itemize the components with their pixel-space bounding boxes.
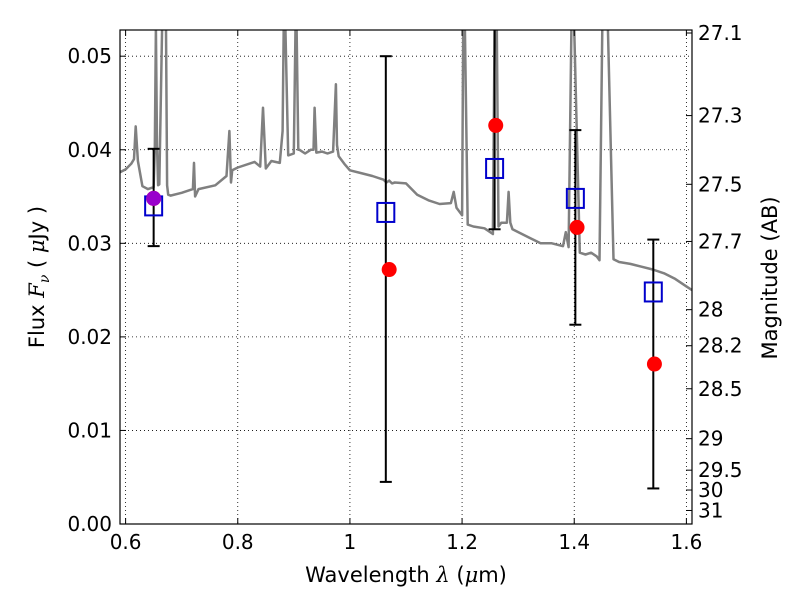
x-axis-label: Wavelength λ (μm) bbox=[305, 563, 507, 587]
y2-tick-label: 28.2 bbox=[698, 334, 743, 358]
y-tick-label: 0.05 bbox=[67, 44, 112, 68]
y2-axis-label: Magnitude (AB) bbox=[758, 196, 782, 359]
model-flux-marker bbox=[485, 157, 505, 179]
y-tick-label: 0.02 bbox=[67, 325, 112, 349]
x-tick-label: 1.2 bbox=[446, 530, 478, 554]
y2-tick-label: 30 bbox=[698, 478, 723, 502]
data-markers bbox=[144, 117, 663, 372]
x-tick-label: 0.8 bbox=[222, 530, 254, 554]
observed-flux-marker bbox=[381, 262, 397, 278]
y2-tick-label: 27.1 bbox=[698, 21, 743, 45]
x-tick-label: 0.6 bbox=[110, 530, 142, 554]
y2-tick-label: 29.5 bbox=[698, 458, 743, 482]
y-tick-label: 0.01 bbox=[67, 418, 112, 442]
error-bars bbox=[147, 30, 660, 490]
plot-frame bbox=[119, 29, 693, 525]
y-tick-label: 0.00 bbox=[67, 512, 112, 536]
observed-flux-marker bbox=[646, 356, 662, 372]
y2-tick-label: 29 bbox=[698, 427, 723, 451]
y2-tick-label: 28.5 bbox=[698, 377, 743, 401]
y2-tick-label: 27.3 bbox=[698, 104, 743, 128]
observed-flux-marker bbox=[569, 219, 585, 235]
grid-lines bbox=[120, 30, 692, 524]
y2-tick-label: 31 bbox=[698, 498, 723, 522]
x-tick-label: 1.4 bbox=[558, 530, 590, 554]
y2-tick-label: 27.5 bbox=[698, 172, 743, 196]
y-tick-label: 0.04 bbox=[67, 138, 112, 162]
model-spectrum-line bbox=[120, 30, 692, 292]
model-flux-marker bbox=[643, 281, 663, 303]
y2-tick-label: 28 bbox=[698, 298, 723, 322]
x-tick-label: 1 bbox=[344, 530, 357, 554]
model-flux-marker bbox=[376, 201, 396, 223]
observed-flux-marker bbox=[488, 117, 504, 133]
detection-marker bbox=[146, 190, 162, 206]
y-axis-label: Flux Fν ( μJy ) bbox=[25, 206, 53, 348]
y-tick-label: 0.03 bbox=[67, 231, 112, 255]
x-tick-label: 1.6 bbox=[670, 530, 702, 554]
model-flux-marker bbox=[565, 187, 585, 209]
axes-ticks: 0.6 0.8 1 1.2 1.4 1.6 0.00 0.01 0.02 0.03 0.04 0.05… bbox=[67, 21, 742, 554]
y2-tick-label: 27.7 bbox=[698, 229, 743, 253]
